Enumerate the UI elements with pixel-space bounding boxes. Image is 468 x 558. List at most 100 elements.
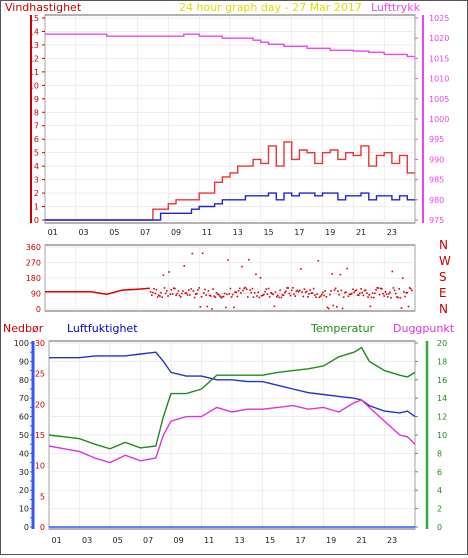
wind-direction-point xyxy=(361,291,363,294)
time-tick-label: 05 xyxy=(113,536,123,545)
humidity-tick-label: 25 xyxy=(35,370,45,379)
pressure-tick-label: 990 xyxy=(429,155,444,164)
wind-direction-point xyxy=(208,294,211,297)
wind-direction-point xyxy=(230,296,233,298)
wind-direction-point xyxy=(228,293,231,295)
wind-direction-point xyxy=(385,293,388,295)
wind-direction-point xyxy=(219,295,221,298)
wind-direction-point xyxy=(407,305,410,308)
wind-speed-tick-label: 2 xyxy=(34,189,39,198)
wind-direction-point xyxy=(173,287,175,289)
temperature-tick-label: 20 xyxy=(437,339,447,348)
wind-direction-point xyxy=(186,294,189,296)
wind-direction-point xyxy=(248,258,250,261)
wind-direction-point xyxy=(374,292,376,295)
wind-direction-point xyxy=(237,290,240,292)
wind-direction-point xyxy=(301,291,303,293)
wind-direction-point xyxy=(345,291,347,294)
wind-direction-point xyxy=(185,292,188,294)
wind-direction-point xyxy=(388,293,390,295)
humidity-tick-label: 30 xyxy=(35,339,45,348)
rain-tick-label: 20 xyxy=(19,486,29,495)
wind-direction-point xyxy=(225,306,227,309)
wind-direction-point xyxy=(182,290,184,292)
wind-direction-point xyxy=(363,289,366,292)
compass-label: N xyxy=(439,238,448,252)
wind-direction-point xyxy=(268,296,271,298)
time-tick-label: 03 xyxy=(78,228,88,237)
wind-direction-point xyxy=(408,287,411,289)
pressure-tick-label: 1015 xyxy=(429,54,449,63)
wind-direction-point xyxy=(384,291,387,293)
wind-direction-point xyxy=(323,294,325,297)
wind-speed-tick-label: 14 xyxy=(29,27,39,36)
wind-direction-point xyxy=(325,296,328,298)
wind-direction-point xyxy=(359,292,361,295)
wind-direction-point xyxy=(292,287,294,289)
time-tick-label: 15 xyxy=(265,536,275,545)
wind-direction-point xyxy=(278,296,280,299)
wind-direction-point xyxy=(255,273,257,276)
wind-direction-point xyxy=(189,294,191,296)
wind-direction-point xyxy=(329,293,331,296)
wind-direction-point xyxy=(168,271,170,273)
wind-direction-point xyxy=(159,295,161,297)
wind-direction-point xyxy=(163,287,166,289)
temperature-tick-label: 18 xyxy=(437,357,447,366)
wind-speed-tick-label: 4 xyxy=(34,162,39,171)
wind-speed-tick-label: 0 xyxy=(34,216,39,225)
wind-direction-point xyxy=(251,287,254,290)
wind-direction-point xyxy=(336,306,338,308)
wind-direction-point xyxy=(196,292,198,295)
wind-direction-point xyxy=(266,293,269,295)
wind-direction-point xyxy=(222,295,225,298)
wind-direction-point xyxy=(367,296,369,298)
time-tick-label: 03 xyxy=(82,536,92,545)
wind-direction-point xyxy=(179,296,182,298)
wind-direction-point xyxy=(229,287,232,290)
wind-direction-point xyxy=(151,294,153,296)
wind-direction-point xyxy=(346,267,348,270)
wind-direction-point xyxy=(220,296,222,299)
wind-speed-axis-title: Vindhastighet xyxy=(5,1,82,14)
wind-direction-point xyxy=(154,292,157,295)
temperature-line xyxy=(48,346,416,450)
rain-tick-label: 90 xyxy=(19,357,29,366)
dewpoint-axis-title: Duggpunkt xyxy=(393,322,455,335)
chart-title: 24 hour graph day - 27 Mar 2017 xyxy=(179,1,362,14)
time-tick-label: 05 xyxy=(109,228,119,237)
time-axis-top: 01 03 05 07 09 11 13 15 17 19 21 23 xyxy=(48,228,397,237)
wind-direction-point xyxy=(370,296,373,299)
time-tick-label: 11 xyxy=(204,536,214,545)
time-tick-label: 21 xyxy=(356,228,366,237)
wind-speed-tick-label: 11 xyxy=(29,68,39,77)
wind-direction-line xyxy=(45,287,150,296)
wind-direction-point xyxy=(231,293,234,296)
wind-direction-point xyxy=(356,294,359,296)
wind-direction-point xyxy=(184,292,187,294)
wind-direction-point xyxy=(352,288,354,291)
temperature-tick-label: 8 xyxy=(437,449,442,458)
wind-direction-point xyxy=(392,287,395,289)
wind-direction-point xyxy=(282,294,285,297)
wind-direction-point xyxy=(215,291,218,294)
wind-direction-point xyxy=(337,290,339,292)
wind-direction-point xyxy=(275,295,278,298)
wind-direction-point xyxy=(405,292,407,294)
wind-direction-point xyxy=(166,290,168,292)
time-tick-label: 15 xyxy=(263,228,273,237)
wind-direction-point xyxy=(334,287,337,290)
time-tick-label: 07 xyxy=(140,228,150,237)
wind-direction-point xyxy=(308,293,310,295)
wind-direction-point xyxy=(174,287,176,290)
direction-degree-axis: 360 270 180 90 0 xyxy=(26,243,41,314)
wind-direction-point xyxy=(272,293,274,296)
wind-direction-point xyxy=(223,292,226,295)
humidity-tick-label: 5 xyxy=(40,492,45,501)
rain-tick-label: 100 xyxy=(14,339,29,348)
wind-direction-point xyxy=(235,291,237,294)
wind-direction-point xyxy=(376,287,379,289)
wind-direction-point xyxy=(330,290,332,292)
wind-direction-point xyxy=(264,290,266,293)
wind-direction-point xyxy=(390,296,392,299)
